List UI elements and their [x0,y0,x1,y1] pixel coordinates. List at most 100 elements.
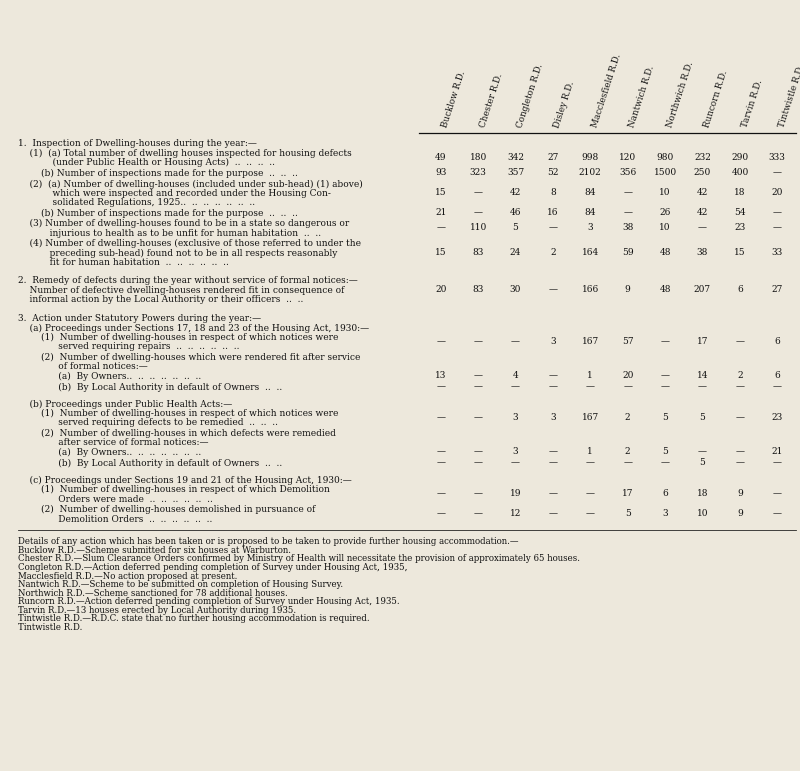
Text: Northwich R.D.: Northwich R.D. [665,61,695,129]
Text: 14: 14 [697,372,708,380]
Text: 20: 20 [772,188,783,197]
Text: (a) Proceedings under Sections 17, 18 and 23 of the Housing Act, 1930:—: (a) Proceedings under Sections 17, 18 an… [18,323,369,332]
Text: 15: 15 [435,247,446,257]
Text: (4) Number of dwelling-houses (exclusive of those referred to under the: (4) Number of dwelling-houses (exclusive… [18,239,361,248]
Text: Macclesfield R.D.: Macclesfield R.D. [590,53,622,129]
Text: —: — [586,458,594,467]
Text: 5: 5 [699,413,706,422]
Text: (b)  By Local Authority in default of Owners  ..  ..: (b) By Local Authority in default of Own… [18,382,282,392]
Text: 18: 18 [697,489,708,498]
Text: Tintwistle R.D.: Tintwistle R.D. [18,623,82,632]
Text: —: — [623,382,632,391]
Text: —: — [586,509,594,518]
Text: 20: 20 [435,285,446,294]
Text: —: — [773,168,782,177]
Text: —: — [549,509,558,518]
Text: 12: 12 [510,509,521,518]
Text: 3.  Action under Statutory Powers during the year:—: 3. Action under Statutory Powers during … [18,314,261,323]
Text: fit for human habitation  ..  ..  ..  ..  ..  ..: fit for human habitation .. .. .. .. .. … [18,258,229,267]
Text: Chester R.D.—Slum Clearance Orders confirmed by Ministry of Health will necessit: Chester R.D.—Slum Clearance Orders confi… [18,554,580,564]
Text: 52: 52 [547,168,558,177]
Text: 3: 3 [513,413,518,422]
Text: 42: 42 [697,188,708,197]
Text: (1)  Number of dwelling-houses in respect of which Demolition: (1) Number of dwelling-houses in respect… [18,486,330,494]
Text: 19: 19 [510,489,522,498]
Text: 3: 3 [550,337,556,346]
Text: 6: 6 [737,285,742,294]
Text: —: — [735,382,744,391]
Text: 18: 18 [734,188,746,197]
Text: Bucklow R.D.: Bucklow R.D. [441,70,467,129]
Text: (2)  Number of dwelling-houses demolished in pursuance of: (2) Number of dwelling-houses demolished… [18,505,315,514]
Text: 16: 16 [547,208,558,217]
Text: 83: 83 [473,247,484,257]
Text: 2102: 2102 [579,168,602,177]
Text: 120: 120 [619,153,636,162]
Text: 164: 164 [582,247,599,257]
Text: 33: 33 [772,247,783,257]
Text: 13: 13 [435,372,446,380]
Text: (3) Number of dwelling-houses found to be in a state so dangerous or: (3) Number of dwelling-houses found to b… [18,219,350,228]
Text: 15: 15 [435,188,446,197]
Text: 2: 2 [625,447,630,456]
Text: —: — [773,382,782,391]
Text: (1)  (a) Total number of dwelling houses inspected for housing defects: (1) (a) Total number of dwelling houses … [18,149,352,158]
Text: 3: 3 [513,447,518,456]
Text: 83: 83 [473,285,484,294]
Text: 5: 5 [662,447,668,456]
Text: —: — [661,372,670,380]
Text: 5: 5 [625,509,630,518]
Text: of formal notices:—: of formal notices:— [18,362,148,372]
Text: —: — [436,337,445,346]
Text: —: — [735,447,744,456]
Text: 93: 93 [435,168,446,177]
Text: 38: 38 [622,223,634,232]
Text: 9: 9 [737,489,742,498]
Text: —: — [623,188,632,197]
Text: 1: 1 [587,372,593,380]
Text: 24: 24 [510,247,521,257]
Text: 250: 250 [694,168,711,177]
Text: 5: 5 [662,413,668,422]
Text: —: — [474,447,482,456]
Text: Nantwich R.D.: Nantwich R.D. [628,65,656,129]
Text: —: — [511,337,520,346]
Text: —: — [698,223,707,232]
Text: Runcorn R.D.—Action deferred pending completion of Survey under Housing Act, 193: Runcorn R.D.—Action deferred pending com… [18,598,400,606]
Text: 42: 42 [697,208,708,217]
Text: —: — [549,223,558,232]
Text: 6: 6 [774,372,780,380]
Text: —: — [735,413,744,422]
Text: 1: 1 [587,447,593,456]
Text: (under Public Health or Housing Acts)  ..  ..  ..  ..: (under Public Health or Housing Acts) ..… [18,158,275,167]
Text: (b) Proceedings under Public Health Acts:—: (b) Proceedings under Public Health Acts… [18,399,232,409]
Text: —: — [735,458,744,467]
Text: —: — [773,458,782,467]
Text: served requiring defects to be remedied  ..  ..  ..: served requiring defects to be remedied … [18,419,278,427]
Text: 27: 27 [547,153,558,162]
Text: —: — [549,458,558,467]
Text: Tarvin R.D.—13 houses erected by Local Authority during 1935.: Tarvin R.D.—13 houses erected by Local A… [18,606,296,614]
Text: 980: 980 [657,153,674,162]
Text: —: — [773,208,782,217]
Text: 207: 207 [694,285,711,294]
Text: —: — [735,337,744,346]
Text: Disley R.D.: Disley R.D. [553,80,577,129]
Text: 26: 26 [659,208,670,217]
Text: 23: 23 [734,223,746,232]
Text: 23: 23 [772,413,783,422]
Text: 48: 48 [659,285,671,294]
Text: —: — [698,382,707,391]
Text: —: — [549,447,558,456]
Text: 356: 356 [619,168,636,177]
Text: 42: 42 [510,188,521,197]
Text: 998: 998 [582,153,599,162]
Text: —: — [549,489,558,498]
Text: 400: 400 [731,168,749,177]
Text: 54: 54 [734,208,746,217]
Text: 232: 232 [694,153,711,162]
Text: Tarvin R.D.: Tarvin R.D. [740,79,764,129]
Text: 27: 27 [772,285,783,294]
Text: 6: 6 [774,337,780,346]
Text: —: — [773,223,782,232]
